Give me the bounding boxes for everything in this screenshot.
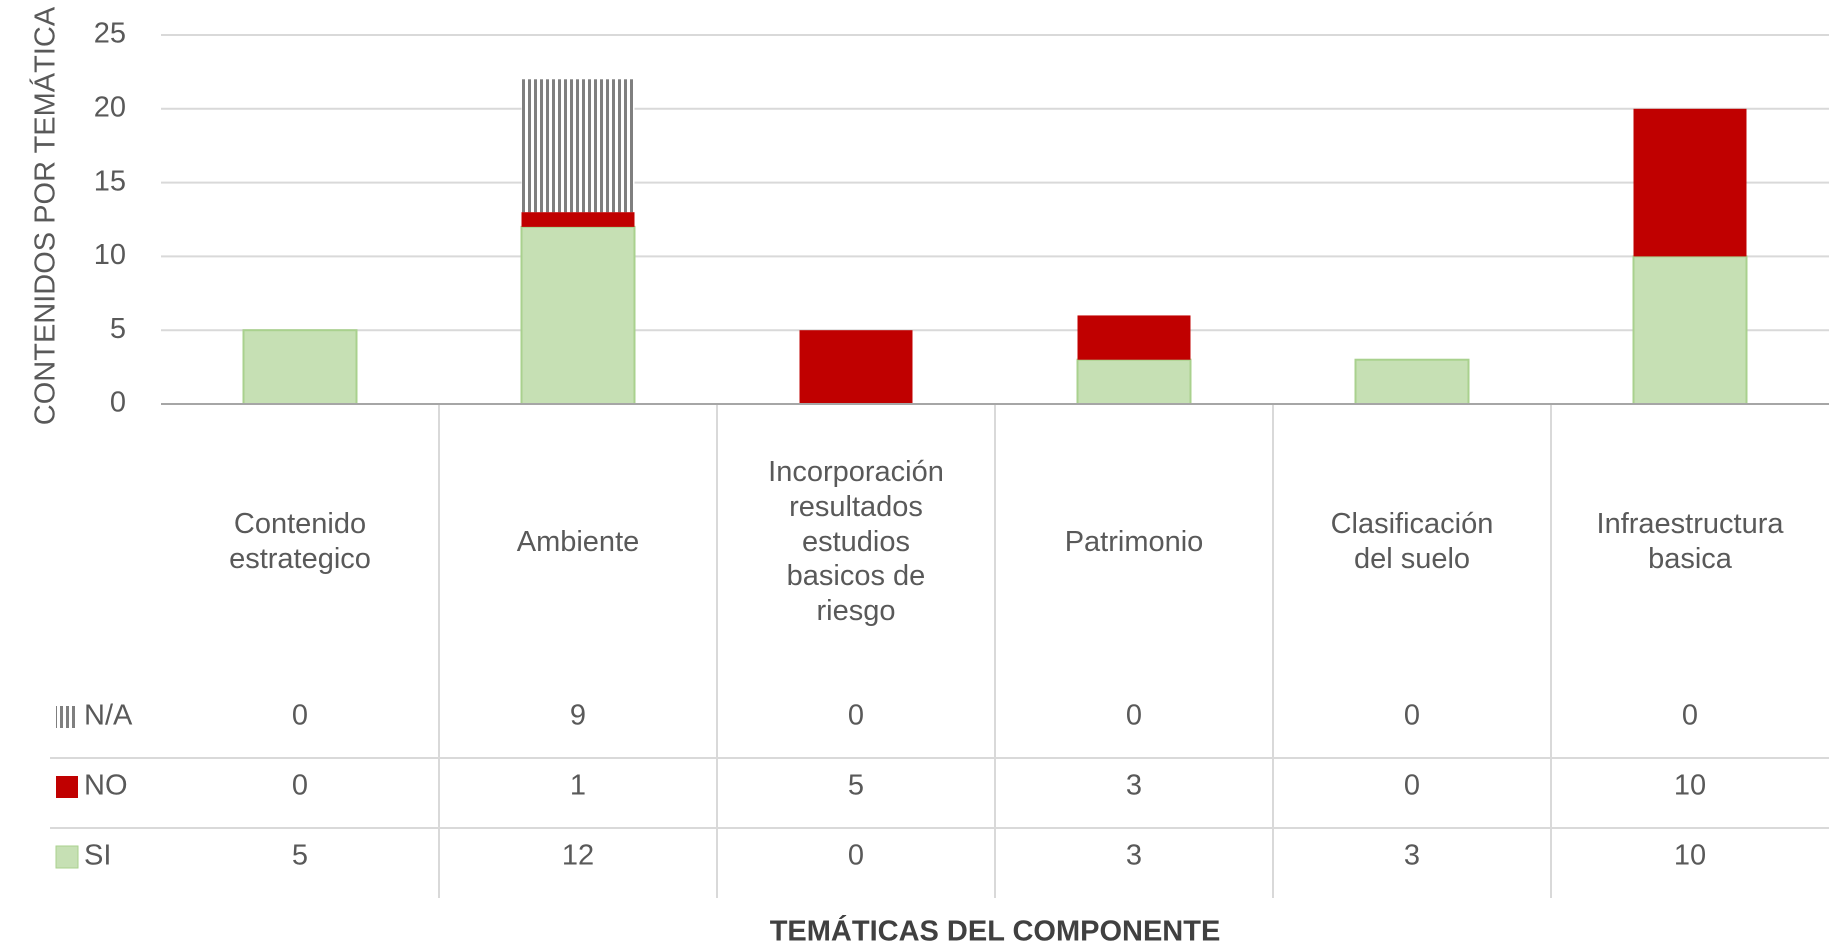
- y-axis-title: CONTENIDOS POR TEMÁTICA: [29, 6, 62, 425]
- table-value: 10: [1674, 770, 1706, 802]
- table-value: 3: [1126, 840, 1142, 872]
- table-value: 12: [562, 840, 594, 872]
- y-tick-label: 20: [94, 91, 126, 123]
- table-value: 1: [570, 770, 586, 802]
- y-tick-label: 25: [94, 18, 126, 50]
- y-tick-label: 10: [94, 239, 126, 271]
- table-value: 0: [1404, 770, 1420, 802]
- table-value: 5: [848, 770, 864, 802]
- table-value: 0: [292, 770, 308, 802]
- x-tick-label: Infraestructura basica: [1596, 508, 1784, 575]
- legend-label: SI: [84, 840, 111, 872]
- table-value: 0: [1682, 700, 1698, 732]
- bar-segment: [1632, 255, 1748, 405]
- table-value: 0: [1404, 700, 1420, 732]
- x-tick-label: Clasificación del suelo: [1330, 508, 1494, 575]
- table-value: 0: [1126, 700, 1142, 732]
- table-value: 3: [1404, 840, 1420, 872]
- legend-key: [55, 845, 79, 869]
- y-tick-label: 15: [94, 165, 126, 197]
- legend-label: NO: [84, 770, 128, 802]
- y-tick-label: 0: [110, 387, 126, 419]
- x-tick-label: Patrimonio: [1064, 525, 1204, 558]
- legend-key: [56, 706, 78, 728]
- table-value: 0: [848, 700, 864, 732]
- x-tick-label: Ambiente: [516, 525, 640, 558]
- table-value: 0: [292, 700, 308, 732]
- bar-segment: [521, 212, 635, 227]
- x-axis-title: TEMÁTICAS DEL COMPONENTE: [770, 914, 1221, 948]
- bar-segment: [521, 79, 635, 213]
- table-value: 5: [292, 840, 308, 872]
- y-tick-label: 5: [110, 313, 126, 345]
- bar-segment: [799, 330, 913, 404]
- bar-segment: [1077, 315, 1191, 360]
- bar-segment: [1633, 108, 1747, 257]
- table-value: 10: [1674, 840, 1706, 872]
- bar-segment: [1354, 358, 1470, 405]
- bar-segment: [520, 225, 636, 405]
- bar-segment: [1076, 358, 1192, 405]
- x-tick-label: Contenido estrategico: [229, 508, 371, 575]
- x-tick-label: Incorporación resultados estudios basico…: [768, 456, 944, 628]
- table-value: 3: [1126, 770, 1142, 802]
- table-value: 9: [570, 700, 586, 732]
- legend-key: [56, 776, 78, 798]
- table-value: 0: [848, 840, 864, 872]
- bar-segment: [242, 329, 358, 406]
- legend-label: N/A: [84, 700, 133, 732]
